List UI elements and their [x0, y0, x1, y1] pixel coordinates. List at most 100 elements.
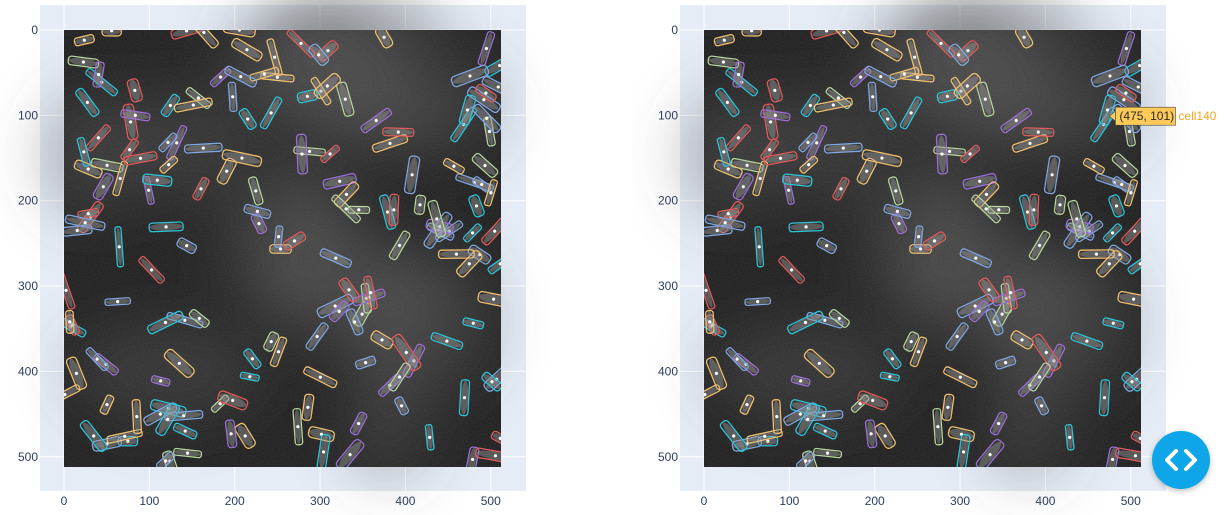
cell-outline[interactable] [349, 411, 368, 436]
cell-outline[interactable] [222, 23, 256, 38]
cell-outline[interactable] [390, 333, 422, 372]
cell-outline[interactable] [99, 394, 115, 415]
cell-outline[interactable] [989, 411, 1008, 436]
cell-outline[interactable] [217, 390, 249, 411]
cell-outline[interactable] [935, 133, 949, 175]
cell-outline[interactable] [732, 61, 745, 88]
cell-outline[interactable] [243, 203, 272, 219]
cell-outline[interactable] [730, 157, 764, 173]
cell-outline[interactable] [812, 422, 838, 440]
cell-outline[interactable] [347, 205, 371, 215]
cell-outline[interactable] [307, 426, 336, 443]
cell-outline[interactable] [123, 151, 158, 166]
cell-outline[interactable] [313, 72, 342, 100]
cell-outline[interactable] [1123, 179, 1138, 207]
cell-outline[interactable] [1000, 107, 1033, 134]
cell-outline[interactable] [216, 157, 237, 185]
cell-outline[interactable] [1030, 333, 1062, 372]
navigation-toggle-button[interactable] [1152, 431, 1210, 489]
cell-outline[interactable] [150, 375, 171, 387]
cell-outline[interactable] [450, 64, 490, 88]
cell-outline[interactable] [856, 157, 877, 185]
cell-outline[interactable] [1124, 54, 1156, 78]
cell-outline[interactable] [328, 300, 350, 323]
cell-outline[interactable] [172, 422, 198, 440]
cell-outline[interactable] [953, 72, 982, 100]
cell-outline[interactable] [1028, 230, 1051, 261]
cell-outline[interactable] [106, 428, 143, 444]
cell-outline[interactable] [913, 225, 924, 249]
cell-outline[interactable] [1077, 249, 1115, 260]
cell-outline[interactable] [906, 38, 923, 77]
cell-outline[interactable] [442, 157, 466, 175]
cell-outline[interactable] [263, 331, 280, 353]
cell-outline[interactable] [922, 231, 947, 251]
cell-outline[interactable] [455, 249, 483, 278]
cell-outline[interactable] [75, 87, 101, 117]
cell-outline[interactable] [725, 124, 752, 152]
cell-outline[interactable] [316, 39, 339, 62]
cell-outline[interactable] [717, 207, 740, 220]
cell-outline[interactable] [484, 54, 516, 78]
cell-outline[interactable] [1082, 157, 1106, 175]
cell-outline[interactable] [79, 419, 108, 453]
cell-outline[interactable] [883, 203, 912, 219]
cell-outline[interactable] [481, 75, 515, 99]
cell-outline[interactable] [697, 271, 716, 310]
cell-outline[interactable] [1117, 31, 1136, 66]
cell-outline[interactable] [430, 332, 464, 351]
cell-outline[interactable] [1098, 94, 1117, 126]
cell-outline[interactable] [282, 231, 307, 251]
cell-outline[interactable] [1105, 446, 1120, 472]
cell-outline[interactable] [120, 109, 151, 122]
cell-outline[interactable] [188, 308, 210, 328]
cell-outline[interactable] [388, 230, 411, 261]
cell-outline[interactable] [370, 330, 395, 351]
cell-outline[interactable] [909, 336, 928, 368]
cell-outline[interactable] [481, 371, 504, 392]
cell-outline[interactable] [1127, 253, 1153, 275]
cell-outline[interactable] [301, 393, 315, 422]
cell-outline[interactable] [345, 308, 364, 336]
cell-outline[interactable] [466, 86, 501, 114]
cell-outline[interactable] [388, 362, 411, 392]
left-plot-canvas[interactable]: 0 100 200 300 400 500 0 100 200 300 400 500 [0, 0, 540, 515]
cell-outline[interactable] [468, 194, 485, 218]
cell-outline[interactable] [1130, 430, 1150, 446]
cell-outline[interactable] [286, 29, 316, 58]
cell-outline[interactable] [122, 103, 139, 141]
cell-outline[interactable] [224, 419, 238, 449]
cell-outline[interactable] [354, 355, 377, 370]
cell-outline[interactable] [816, 237, 838, 255]
left-segmentation-plot[interactable]: 0 100 200 300 400 500 0 100 200 300 400 500 [0, 0, 540, 515]
cell-outline[interactable] [1034, 396, 1050, 416]
cell-outline[interactable] [862, 23, 896, 38]
cell-outline[interactable] [1121, 371, 1144, 392]
cell-outline[interactable] [295, 133, 309, 175]
cell-outline[interactable] [1111, 152, 1139, 179]
cell-outline[interactable] [936, 89, 959, 104]
cell-outline[interactable] [1114, 83, 1137, 103]
cell-outline[interactable] [142, 173, 173, 187]
cell-outline[interactable] [474, 447, 516, 465]
cell-outline[interactable] [959, 248, 993, 269]
cell-outline[interactable] [92, 172, 115, 201]
cell-outline[interactable] [790, 375, 811, 387]
cell-outline[interactable] [474, 83, 497, 103]
cell-outline[interactable] [1064, 424, 1075, 451]
cell-outline[interactable] [296, 89, 319, 104]
right-plot-canvas[interactable]: 0 100 200 300 400 500 0 100 200 300 400 500 (475, 10… [640, 0, 1225, 515]
cell-outline[interactable] [335, 438, 365, 471]
cell-outline[interactable] [462, 223, 483, 243]
cell-outline[interactable] [173, 447, 203, 459]
cell-outline[interactable] [956, 434, 971, 469]
cell-outline[interactable] [788, 221, 824, 233]
cell-outline[interactable] [363, 275, 378, 310]
cell-outline[interactable] [883, 348, 902, 370]
cell-outline[interactable] [437, 249, 475, 260]
cell-outline[interactable] [462, 317, 485, 330]
right-segmentation-plot[interactable]: 0 100 200 300 400 500 0 100 200 300 400 500 (475, 10… [640, 0, 1225, 515]
cell-outline[interactable] [224, 65, 258, 88]
cell-outline[interactable] [1067, 199, 1087, 238]
cell-outline[interactable] [338, 277, 361, 303]
